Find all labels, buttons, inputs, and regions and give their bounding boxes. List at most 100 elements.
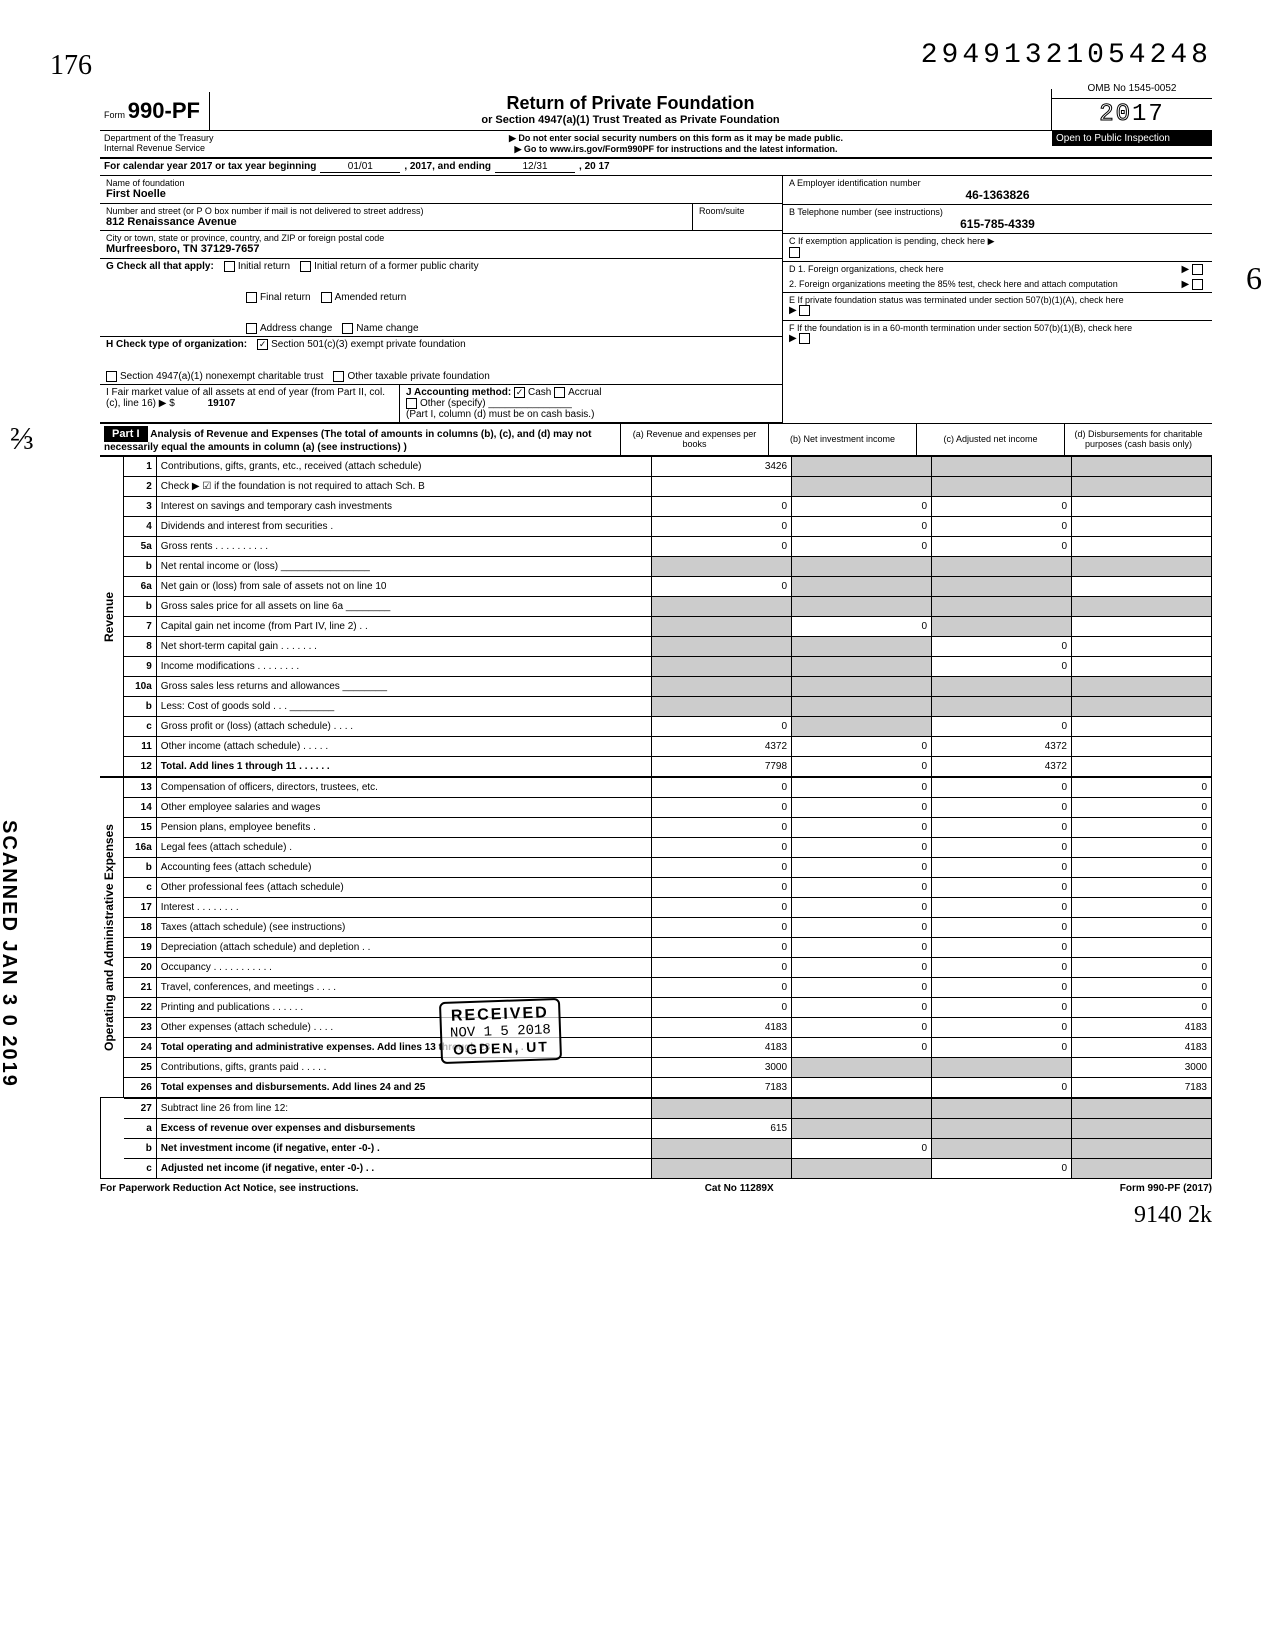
g-opt-amended[interactable]: Amended return [321, 292, 407, 303]
table-row: 21Travel, conferences, and meetings . . … [124, 977, 1212, 997]
g-opt-initial[interactable]: Initial return [224, 261, 290, 272]
line-description: Other income (attach schedule) . . . . . [156, 736, 651, 756]
table-row: cOther professional fees (attach schedul… [124, 877, 1212, 897]
footer-left: For Paperwork Reduction Act Notice, see … [100, 1183, 359, 1194]
col-d-value [1072, 1138, 1212, 1158]
col-b-value: 0 [792, 536, 932, 556]
col-d-value: 7183 [1072, 1077, 1212, 1097]
d2-checkbox[interactable] [1192, 279, 1203, 290]
table-row: aExcess of revenue over expenses and dis… [124, 1118, 1212, 1138]
col-b-value: 0 [792, 797, 932, 817]
h-label: H Check type of organization: [106, 339, 247, 350]
col-c-value: 4372 [932, 736, 1072, 756]
phone-row: B Telephone number (see instructions) 61… [783, 205, 1212, 234]
line-number: 17 [124, 897, 156, 917]
j-cash[interactable]: Cash [514, 387, 551, 398]
line-number: b [124, 596, 156, 616]
scanned-stamp: SCANNED JAN 3 0 2019 [0, 820, 20, 1088]
col-a-value: 3426 [652, 456, 792, 476]
line-description: Check ▶ ☑ if the foundation is not requi… [156, 476, 651, 496]
table-row: cGross profit or (loss) (attach schedule… [124, 716, 1212, 736]
line-number: b [124, 556, 156, 576]
col-c-value [932, 596, 1072, 616]
g-opt-2-text: Final return [260, 292, 311, 303]
col-b-value: 0 [792, 917, 932, 937]
line-description: Contributions, gifts, grants, etc., rece… [156, 456, 651, 476]
line-number: 4 [124, 516, 156, 536]
col-b-value: 0 [792, 756, 932, 776]
table-row: 5aGross rents . . . . . . . . . .000 [124, 536, 1212, 556]
col-a-value [652, 1098, 792, 1118]
line-number: 14 [124, 797, 156, 817]
col-b-value [792, 1057, 932, 1077]
name-label: Name of foundation [106, 178, 776, 188]
col-c-value: 0 [932, 957, 1072, 977]
line-description: Gross profit or (loss) (attach schedule)… [156, 716, 651, 736]
street-address: 812 Renaissance Avenue [106, 216, 686, 228]
c-checkbox[interactable] [789, 247, 800, 258]
note-ssn: ▶ Do not enter social security numbers o… [302, 133, 1050, 144]
col-a-value [652, 696, 792, 716]
col-b-value [792, 476, 932, 496]
col-d-value [1072, 596, 1212, 616]
table-row: bNet investment income (if negative, ent… [124, 1138, 1212, 1158]
d1-checkbox[interactable] [1192, 264, 1203, 275]
col-d-value: 0 [1072, 957, 1212, 977]
col-d-value [1072, 496, 1212, 516]
footer-row: For Paperwork Reduction Act Notice, see … [100, 1183, 1212, 1194]
table-row: bLess: Cost of goods sold . . . ________ [124, 696, 1212, 716]
line-number: 12 [124, 756, 156, 776]
col-c-value: 0 [932, 997, 1072, 1017]
line-number: 11 [124, 736, 156, 756]
f-row: F If the foundation is in a 60-month ter… [783, 321, 1212, 349]
line-description: Pension plans, employee benefits . [156, 817, 651, 837]
line-description: Travel, conferences, and meetings . . . … [156, 977, 651, 997]
g-opt-name[interactable]: Name change [342, 323, 418, 334]
j-other[interactable]: Other (specify) _______________ [406, 398, 572, 409]
col-b-value: 0 [792, 897, 932, 917]
revenue-table: 1Contributions, gifts, grants, etc., rec… [124, 456, 1212, 777]
line-number: 2 [124, 476, 156, 496]
col-a-value [652, 636, 792, 656]
header-center: Return of Private Foundation or Section … [210, 89, 1052, 130]
line-description: Gross sales price for all assets on line… [156, 596, 651, 616]
col-b-value: 0 [792, 616, 932, 636]
phone-value: 615-785-4339 [789, 217, 1206, 231]
h-opt-4947[interactable]: Section 4947(a)(1) nonexempt charitable … [106, 371, 323, 382]
col-d-value [1072, 616, 1212, 636]
part1-badge: Part I [104, 426, 148, 442]
col-b-value: 0 [792, 837, 932, 857]
table-row: 22Printing and publications . . . . . .0… [124, 997, 1212, 1017]
g-opt-final[interactable]: Final return [246, 292, 311, 303]
g-opt-former[interactable]: Initial return of a former public charit… [300, 261, 479, 272]
f-checkbox[interactable] [799, 333, 810, 344]
line-number: 1 [124, 456, 156, 476]
year-suffix: 17 [1132, 101, 1165, 128]
col-a-value: 0 [652, 937, 792, 957]
header-notes: ▶ Do not enter social security numbers o… [300, 131, 1052, 157]
j-accrual[interactable]: Accrual [554, 387, 601, 398]
col-b-value [792, 556, 932, 576]
col-a-value: 0 [652, 817, 792, 837]
col-a-value: 0 [652, 897, 792, 917]
e-checkbox[interactable] [799, 305, 810, 316]
col-d-value: 0 [1072, 997, 1212, 1017]
col-b-value: 0 [792, 877, 932, 897]
h-opt-501c3[interactable]: Section 501(c)(3) exempt private foundat… [257, 339, 466, 350]
table-row: 17Interest . . . . . . . .0000 [124, 897, 1212, 917]
addr-label: Number and street (or P O box number if … [106, 206, 686, 216]
col-a-value [652, 616, 792, 636]
table-row: bNet rental income or (loss) ___________… [124, 556, 1212, 576]
j-cash-text: Cash [528, 387, 551, 398]
col-d-value [1072, 1098, 1212, 1118]
h-opt-other[interactable]: Other taxable private foundation [333, 371, 489, 382]
col-c-value [932, 696, 1072, 716]
line-number: 24 [124, 1037, 156, 1057]
d1-label: D 1. Foreign organizations, check here [789, 264, 944, 274]
col-d-value: 3000 [1072, 1057, 1212, 1077]
col-c-value: 0 [932, 977, 1072, 997]
g-opt-5-text: Name change [356, 323, 418, 334]
table-row: 12Total. Add lines 1 through 11 . . . . … [124, 756, 1212, 776]
g-opt-address[interactable]: Address change [246, 323, 332, 334]
col-c-value: 0 [932, 1017, 1072, 1037]
